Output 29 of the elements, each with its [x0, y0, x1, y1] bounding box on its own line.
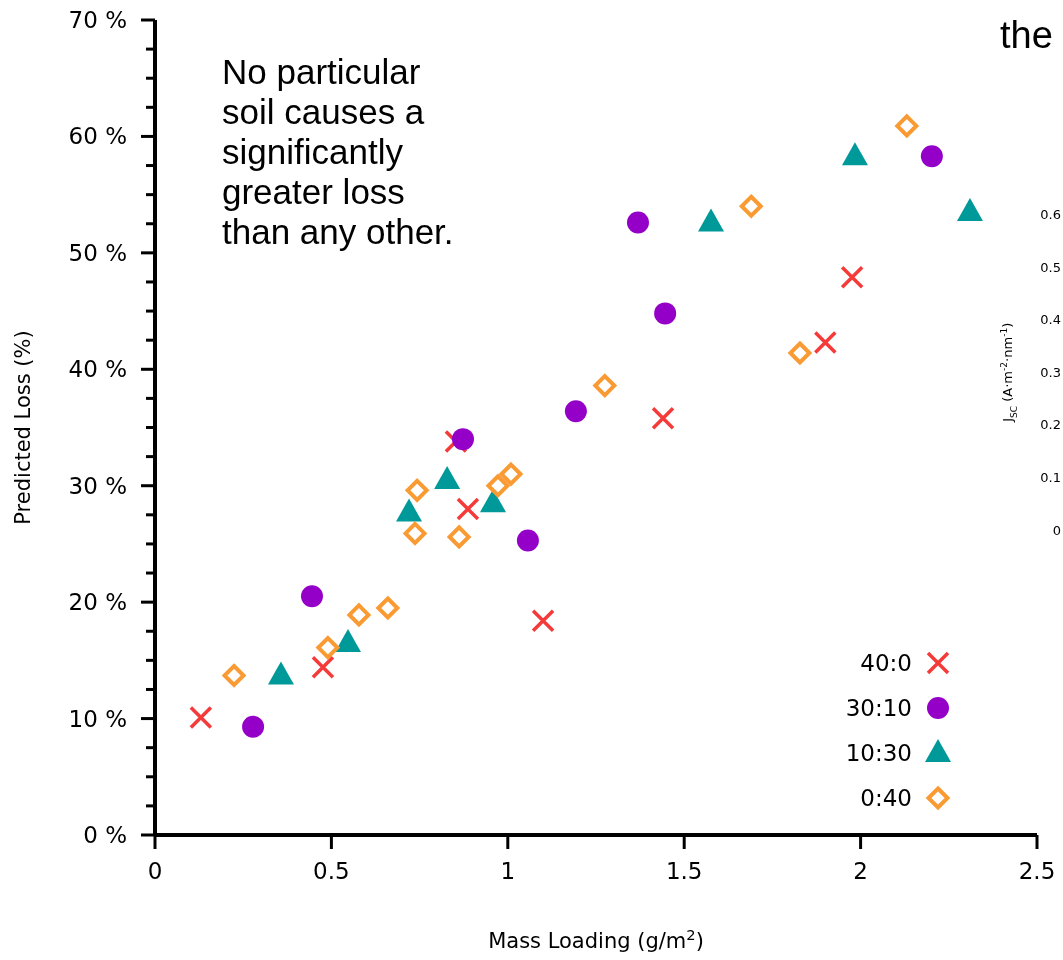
- y-axis-title: Predicted Loss (%): [11, 330, 35, 525]
- legend-label: 0:40: [860, 785, 912, 812]
- legend-label: 30:10: [845, 695, 912, 722]
- x-tick-label: 2: [853, 858, 868, 885]
- annotation: No particular soil causes a significantly greater loss than any other.: [222, 52, 454, 251]
- annotation: the: [1000, 14, 1053, 56]
- x-axis-title: Mass Loading (g/m$^{2}$): [488, 925, 704, 953]
- y-tick-label: 30 %: [68, 472, 127, 499]
- y2-tick-label: 0.2: [1040, 417, 1061, 433]
- legend-label: 10:30: [845, 740, 912, 767]
- y-tick-label: 70 %: [68, 7, 127, 34]
- x-tick-label: 0: [147, 858, 163, 885]
- y-tick-label: 60 %: [68, 123, 127, 150]
- x-tick-label: 2.5: [1018, 858, 1056, 885]
- legend-label: 40:0: [860, 650, 912, 677]
- y2-tick-label: 0.1: [1040, 470, 1061, 485]
- y2-tick-label: 0.4: [1040, 312, 1061, 328]
- y-tick-label: 40 %: [68, 356, 127, 383]
- y2-tick-label: 0: [1052, 522, 1061, 538]
- x-tick-label: 1: [500, 858, 516, 885]
- y2-tick-label: 0.6: [1040, 207, 1061, 223]
- y2-tick-label: 0.3: [1040, 364, 1061, 380]
- y-tick-label: 0 %: [83, 822, 127, 849]
- y-tick-label: 50 %: [68, 239, 127, 266]
- x-tick-label: 1.5: [665, 858, 703, 885]
- y2-tick-label: 0.5: [1040, 259, 1061, 275]
- x-tick-label: 0.5: [313, 858, 350, 885]
- y-tick-label: 10 %: [68, 705, 127, 732]
- y-tick-label: 20 %: [68, 589, 127, 616]
